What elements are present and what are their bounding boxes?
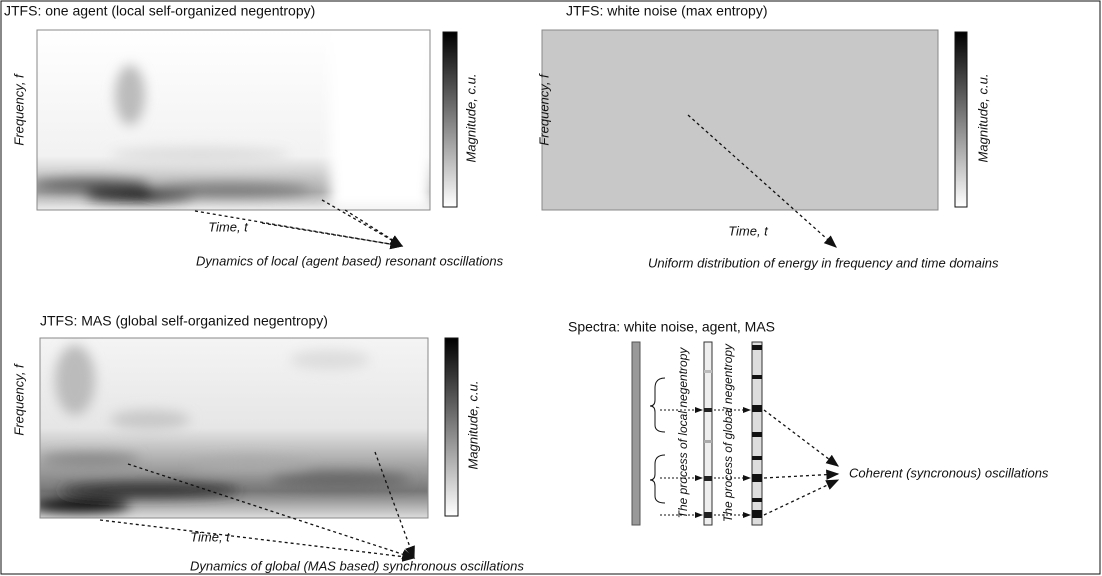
heatmap [40, 338, 428, 518]
arrow [763, 409, 840, 467]
arrow [99, 519, 416, 562]
arrow [127, 463, 416, 560]
arrow [763, 469, 840, 480]
x-label: Time, t [190, 529, 231, 544]
annotation: Dynamics of local (agent based) resonant… [196, 253, 504, 268]
arrow [374, 451, 415, 560]
braces [649, 377, 666, 504]
spectrum-agent-peaks [704, 370, 712, 518]
plot-border [39, 337, 429, 519]
heatmap [37, 30, 430, 210]
annotation: Coherent (syncronous) oscillations [849, 465, 1049, 480]
colorbar [442, 31, 458, 208]
colorbar-label: Magnitude, c.u. [463, 74, 478, 163]
x-label: Time, t [728, 223, 769, 238]
panel-title: JTFS: white noise (max entropy) [566, 3, 768, 19]
colorbar [954, 31, 968, 208]
annotation: Uniform distribution of energy in freque… [648, 255, 999, 270]
colorbar-label: Magnitude, c.u. [465, 381, 480, 470]
spectrum-mas-peaks [752, 345, 762, 518]
panel-title: JTFS: one agent (local self-organized ne… [4, 3, 315, 19]
arrow [344, 209, 404, 247]
colorbar-label: Magnitude, c.u. [975, 74, 990, 163]
vertical-label: The process of local negentropy [676, 347, 690, 519]
panel-title: Spectra: white noise, agent, MAS [568, 319, 775, 335]
spectrum-agent [703, 341, 713, 526]
x-label: Time, t [208, 219, 249, 234]
arrow [763, 479, 840, 516]
panel-title: JTFS: MAS (global self-organized negentr… [40, 313, 328, 329]
heatmap [541, 29, 939, 211]
y-label: Frequency, f [11, 73, 26, 146]
annotation: Dynamics of global (MAS based) synchrono… [190, 558, 524, 573]
vertical-label: The process of global negentropy [721, 343, 735, 522]
y-label: Frequency, f [536, 73, 551, 146]
colorbar [444, 337, 459, 517]
plot-border [36, 29, 431, 211]
spectrum-white-noise [631, 341, 641, 526]
y-label: Frequency, f [11, 363, 26, 436]
